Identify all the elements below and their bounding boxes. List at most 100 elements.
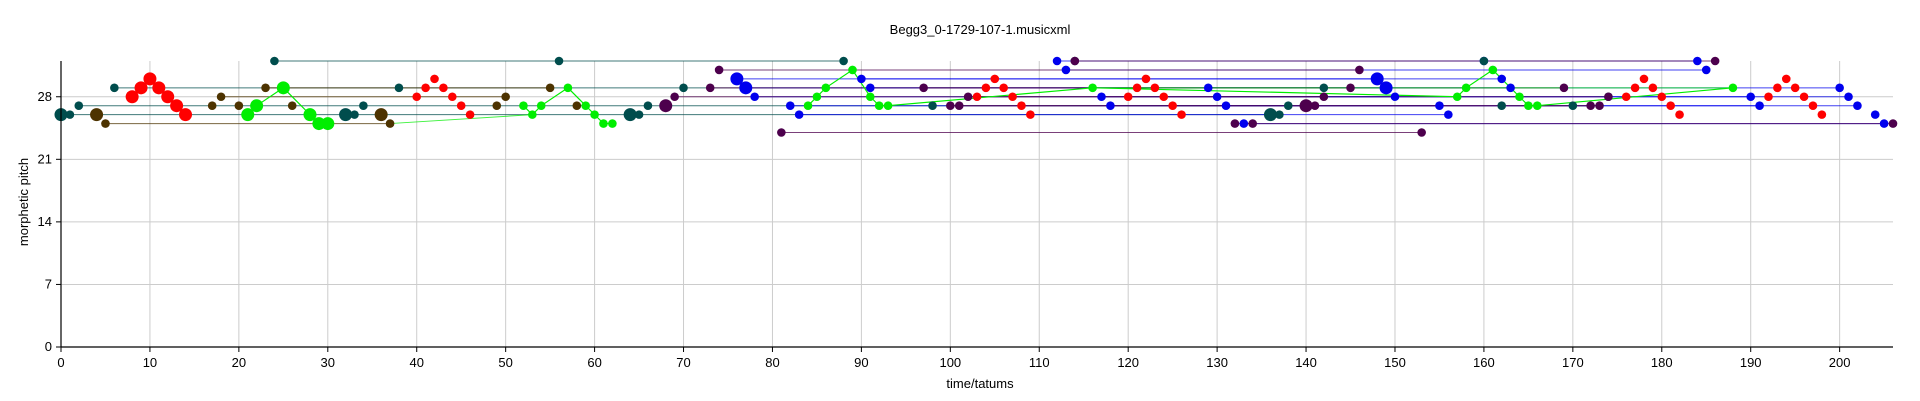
data-point <box>572 101 582 110</box>
x-tick-label: 40 <box>409 355 423 370</box>
y-tick-label: 21 <box>38 151 52 166</box>
data-point <box>1283 101 1293 110</box>
x-tick-label: 140 <box>1295 355 1317 370</box>
data-point <box>287 101 297 110</box>
data-point <box>1061 65 1071 75</box>
data-point <box>1275 110 1284 119</box>
data-point <box>1452 92 1462 102</box>
data-point <box>1319 83 1329 93</box>
data-point <box>1532 101 1542 110</box>
data-point <box>234 101 244 110</box>
data-point <box>1026 110 1035 119</box>
x-tick-label: 0 <box>57 355 64 370</box>
data-point <box>839 56 848 66</box>
data-point <box>303 108 317 122</box>
data-point <box>536 101 546 110</box>
connection-line <box>390 114 533 125</box>
data-point <box>110 83 119 93</box>
data-point <box>1817 110 1827 119</box>
data-point <box>1808 101 1818 110</box>
data-point <box>670 92 679 102</box>
data-point <box>1657 92 1667 102</box>
data-point <box>1835 83 1844 93</box>
data-point <box>1159 92 1169 102</box>
data-point <box>456 101 466 110</box>
data-point <box>803 101 813 110</box>
data-point <box>999 83 1008 93</box>
data-point <box>1097 92 1106 102</box>
data-point <box>1346 83 1355 93</box>
data-point <box>777 128 786 137</box>
data-point <box>1008 92 1017 102</box>
data-point <box>1417 128 1426 137</box>
x-tick-label: 20 <box>232 355 246 370</box>
x-tick-label: 80 <box>765 355 779 370</box>
data-point <box>170 99 184 113</box>
data-point <box>599 119 608 128</box>
data-point <box>1141 74 1151 84</box>
data-point <box>74 101 84 110</box>
data-point <box>928 101 937 110</box>
data-point <box>385 119 395 128</box>
chart-title: Begg3_0-1729-107-1.musicxml <box>890 22 1071 37</box>
x-tick-label: 100 <box>939 355 961 370</box>
data-point <box>954 101 964 110</box>
x-tick-label: 180 <box>1651 355 1673 370</box>
data-point <box>1355 65 1364 75</box>
data-point <box>412 92 422 102</box>
data-point <box>1524 101 1533 110</box>
data-point <box>848 65 857 75</box>
data-point <box>1310 101 1320 110</box>
data-point <box>179 108 193 122</box>
data-point <box>1870 110 1880 119</box>
x-tick-label: 170 <box>1562 355 1584 370</box>
data-point <box>1132 83 1142 93</box>
data-point <box>1299 99 1313 113</box>
data-point <box>359 101 368 110</box>
x-tick-label: 160 <box>1473 355 1495 370</box>
data-point <box>394 83 404 93</box>
data-point <box>874 101 884 110</box>
data-point <box>1701 65 1711 75</box>
data-point <box>1168 101 1177 110</box>
data-point <box>857 74 866 84</box>
data-point <box>312 117 326 131</box>
y-tick-label: 7 <box>45 276 52 291</box>
data-point <box>321 117 335 131</box>
x-tick-label: 130 <box>1206 355 1228 370</box>
data-point <box>1150 83 1160 93</box>
data-point <box>634 110 644 119</box>
data-point <box>1390 92 1400 102</box>
x-tick-label: 50 <box>498 355 512 370</box>
data-point <box>350 110 359 119</box>
data-point <box>1639 74 1649 84</box>
y-axis-label: morphetic pitch <box>16 158 31 246</box>
data-point <box>1604 92 1613 102</box>
data-point <box>65 110 75 119</box>
data-point <box>883 101 893 110</box>
data-point <box>1370 72 1384 86</box>
data-point <box>216 92 226 102</box>
data-point <box>972 92 982 102</box>
data-point <box>1221 101 1231 110</box>
data-point <box>152 81 166 95</box>
data-point <box>1444 110 1453 119</box>
data-point <box>990 74 1000 84</box>
data-point <box>261 83 270 93</box>
data-point <box>125 90 139 104</box>
data-point <box>1790 83 1800 93</box>
data-point <box>1123 92 1133 102</box>
data-point <box>250 99 264 113</box>
data-point <box>1728 83 1738 93</box>
data-point <box>1710 56 1720 66</box>
x-tick-label: 190 <box>1740 355 1762 370</box>
data-point <box>1088 83 1097 93</box>
x-tick-label: 30 <box>321 355 335 370</box>
data-point <box>1479 56 1489 66</box>
data-point <box>563 83 573 93</box>
data-point <box>919 83 928 93</box>
data-point <box>739 81 753 95</box>
data-point <box>1506 83 1515 93</box>
x-tick-label: 90 <box>854 355 868 370</box>
data-point <box>1435 101 1444 110</box>
